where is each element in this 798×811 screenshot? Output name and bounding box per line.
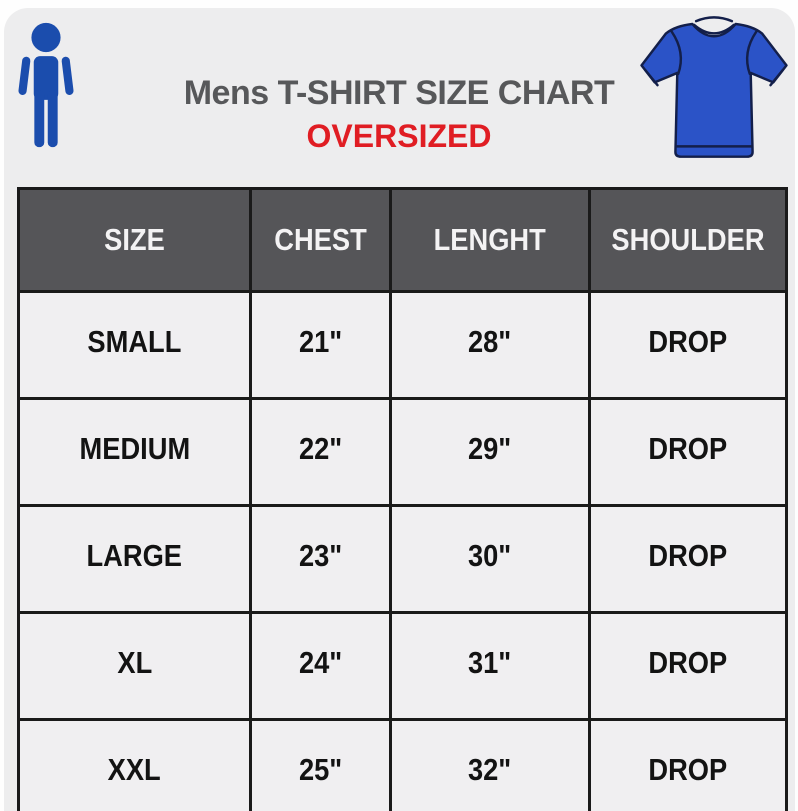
table-cell-chest: 25" — [248, 718, 392, 811]
table-row-xl: XL 24" 31" DROP — [17, 611, 789, 721]
column-header-label: CHEST — [274, 222, 367, 257]
cell-value: 29" — [467, 431, 512, 466]
cell-value: LARGE — [86, 538, 183, 573]
cell-value: 25" — [298, 752, 342, 787]
table-cell-shoulder: DROP — [587, 718, 789, 811]
table-cell-size: XXL — [17, 718, 252, 811]
column-header-label: SIZE — [104, 222, 165, 257]
cell-value: 24" — [298, 645, 342, 680]
cell-value: XXL — [107, 752, 161, 787]
title-block: Mens T-SHIRT SIZE CHART OVERSIZED — [0, 74, 798, 155]
table-row-small: SMALL 21" 28" DROP — [17, 290, 789, 400]
cell-value: DROP — [648, 752, 728, 787]
cell-value: 28" — [467, 324, 512, 359]
tshirt-icon — [640, 16, 788, 158]
cell-value: DROP — [648, 431, 728, 466]
column-header-length: LENGHT — [388, 187, 591, 293]
cell-value: XL — [117, 645, 152, 680]
cell-value: 23" — [298, 538, 342, 573]
table-cell-chest: 23" — [248, 504, 392, 614]
table-cell-shoulder: DROP — [587, 611, 789, 721]
table-cell-length: 29" — [388, 397, 591, 507]
table-cell-chest: 24" — [248, 611, 392, 721]
table-cell-shoulder: DROP — [587, 397, 789, 507]
cell-value: 31" — [467, 645, 512, 680]
table-cell-shoulder: DROP — [587, 504, 789, 614]
header-row: SIZE CHEST LENGHT SHOULDER — [17, 187, 789, 293]
column-header-shoulder: SHOULDER — [587, 187, 789, 293]
column-header-size: SIZE — [17, 187, 252, 293]
table-row-medium: MEDIUM 22" 29" DROP — [17, 397, 789, 507]
column-header-label: LENGHT — [433, 222, 546, 257]
cell-value: DROP — [648, 538, 728, 573]
table-cell-length: 31" — [388, 611, 591, 721]
page-title: Mens T-SHIRT SIZE CHART — [183, 74, 615, 112]
table-cell-chest: 21" — [248, 290, 392, 400]
cell-value: DROP — [648, 645, 728, 680]
size-table: SIZE CHEST LENGHT SHOULDER SMALL 21" 28"… — [17, 187, 789, 811]
table-cell-shoulder: DROP — [587, 290, 789, 400]
cell-value: 32" — [467, 752, 512, 787]
table-cell-size: XL — [17, 611, 252, 721]
page-subtitle: OVERSIZED — [306, 118, 492, 154]
table-cell-size: MEDIUM — [17, 397, 252, 507]
column-header-label: SHOULDER — [611, 222, 765, 257]
cell-value: MEDIUM — [79, 431, 190, 466]
table-cell-length: 30" — [388, 504, 591, 614]
man-pictogram-icon — [18, 22, 74, 148]
table-cell-chest: 22" — [248, 397, 392, 507]
table-cell-length: 32" — [388, 718, 591, 811]
table-row-large: LARGE 23" 30" DROP — [17, 504, 789, 614]
cell-value: 21" — [298, 324, 342, 359]
cell-value: 22" — [298, 431, 342, 466]
column-header-chest: CHEST — [248, 187, 392, 293]
table-cell-size: LARGE — [17, 504, 252, 614]
table-row-xxl: XXL 25" 32" DROP — [17, 718, 789, 811]
cell-value: SMALL — [87, 324, 182, 359]
cell-value: 30" — [467, 538, 512, 573]
cell-value: DROP — [648, 324, 728, 359]
table-cell-length: 28" — [388, 290, 591, 400]
table-cell-size: SMALL — [17, 290, 252, 400]
